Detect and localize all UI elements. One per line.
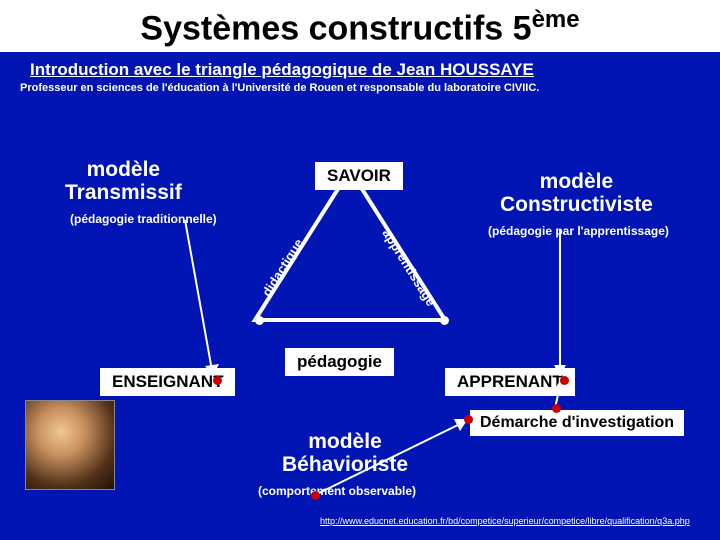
connector-dot-4 [311,491,320,500]
intro-heading: Introduction avec le triangle pédagogiqu… [30,60,720,80]
connector-dot-1 [213,376,222,385]
title-main: Systèmes constructifs 5 [140,9,531,47]
demarche-box: Démarche d'investigation [470,410,684,436]
connector-dot-5 [464,415,473,424]
arrow-demarche-apprenant [525,378,575,418]
title-sup: ème [532,6,580,33]
arrow-behavioriste-demarche [310,410,480,500]
arrow-constructiviste-apprenant [460,225,590,390]
model-transmissif: modèle Transmissif [65,158,182,204]
vertex-dot-apprenant [440,316,449,325]
intro-sub: Professeur en sciences de l'éducation à … [20,82,720,94]
arrow-transmissif-enseignant [155,215,275,390]
model-transmissif-l1: modèle [87,158,161,181]
model-transmissif-l2: Transmissif [65,181,182,204]
edge-pedagogie: pédagogie [285,348,394,376]
connector-dot-3 [552,404,561,413]
diagram-stage: SAVOIR ENSEIGNANT APPRENANT pédagogie di… [0,150,720,540]
author-photo [25,400,115,490]
model-constructiviste-l2: Constructiviste [500,193,653,216]
connector-dot-2 [560,376,569,385]
model-constructiviste-l1: modèle [540,170,614,193]
vertex-savoir: SAVOIR [315,162,403,190]
page-title: Systèmes constructifs 5ème [0,0,720,52]
source-url[interactable]: http://www.educnet.education.fr/bd/compe… [320,516,690,526]
model-constructiviste: modèle Constructiviste [500,170,653,216]
